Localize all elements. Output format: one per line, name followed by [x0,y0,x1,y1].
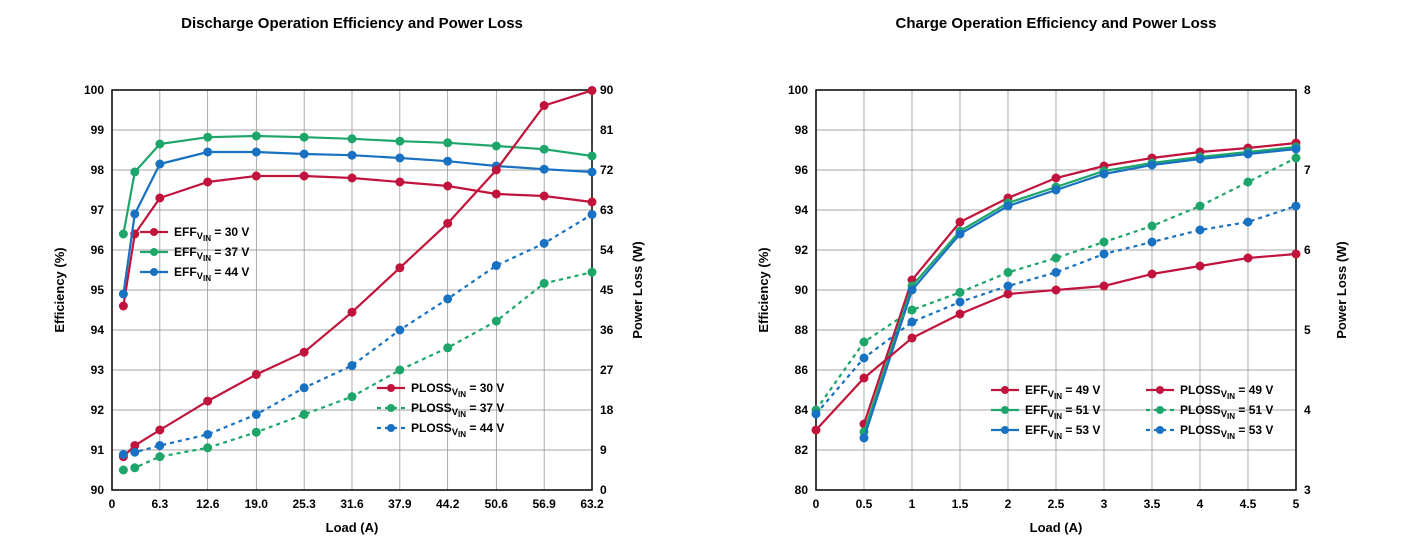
svg-text:45: 45 [600,283,614,297]
svg-text:3: 3 [1101,497,1108,511]
svg-text:3.5: 3.5 [1144,497,1161,511]
svg-text:92: 92 [91,403,105,417]
discharge-chart-svg: 0 6.3 12.6 19.0 25.3 31.6 37.9 44.2 50.6 56.9 63.2… [32,40,672,540]
svg-text:50.6: 50.6 [485,497,509,511]
svg-text:12.6: 12.6 [196,497,220,511]
svg-text:PLOSSVIN = 53 V: PLOSSVIN = 53 V [1180,423,1273,441]
svg-text:95: 95 [91,283,105,297]
svg-text:81: 81 [600,123,614,137]
svg-text:Power Loss (W): Power Loss (W) [1334,241,1349,339]
svg-text:84: 84 [795,403,809,417]
svg-text:2: 2 [1005,497,1012,511]
svg-text:100: 100 [84,83,104,97]
svg-text:EFFVIN = 37 V: EFFVIN = 37 V [174,245,249,263]
svg-text:9: 9 [600,443,607,457]
svg-text:80: 80 [795,483,809,497]
svg-text:PLOSSVIN = 44 V: PLOSSVIN = 44 V [411,421,504,439]
svg-text:63.2: 63.2 [580,497,604,511]
svg-text:PLOSSVIN = 30 V: PLOSSVIN = 30 V [411,381,504,399]
svg-text:82: 82 [795,443,809,457]
svg-text:96: 96 [91,243,105,257]
svg-text:EFFVIN = 49 V: EFFVIN = 49 V [1025,383,1100,401]
svg-text:EFFVIN = 30 V: EFFVIN = 30 V [174,225,249,243]
svg-text:90: 90 [600,83,614,97]
svg-text:5: 5 [1293,497,1300,511]
svg-text:1: 1 [909,497,916,511]
svg-text:98: 98 [91,163,105,177]
svg-text:2.5: 2.5 [1048,497,1065,511]
svg-text:99: 99 [91,123,105,137]
svg-text:4: 4 [1197,497,1204,511]
svg-text:8: 8 [1304,83,1311,97]
svg-text:Efficiency (%): Efficiency (%) [756,247,771,332]
svg-text:1.5: 1.5 [952,497,969,511]
chart-title: Discharge Operation Efficiency and Power… [32,15,672,32]
svg-text:90: 90 [795,283,809,297]
svg-text:93: 93 [91,363,105,377]
svg-text:4.5: 4.5 [1240,497,1257,511]
svg-text:94: 94 [795,203,809,217]
charge-chart: Charge Operation Efficiency and Power Lo… [736,15,1376,540]
svg-text:96: 96 [795,163,809,177]
chart-title: Charge Operation Efficiency and Power Lo… [736,15,1376,32]
svg-text:0: 0 [600,483,607,497]
svg-text:19.0: 19.0 [245,497,269,511]
svg-text:EFFVIN = 53 V: EFFVIN = 53 V [1025,423,1100,441]
svg-text:100: 100 [788,83,808,97]
svg-text:36: 36 [600,323,614,337]
svg-text:90: 90 [91,483,105,497]
svg-text:37.9: 37.9 [388,497,412,511]
svg-text:0: 0 [109,497,116,511]
svg-text:Efficiency (%): Efficiency (%) [52,247,67,332]
svg-text:Load (A): Load (A) [326,520,379,535]
svg-text:4: 4 [1304,403,1311,417]
svg-text:94: 94 [91,323,105,337]
svg-text:Load (A): Load (A) [1030,520,1083,535]
svg-text:Power Loss (W): Power Loss (W) [630,241,645,339]
svg-text:6: 6 [1304,243,1311,257]
svg-text:97: 97 [91,203,105,217]
svg-text:7: 7 [1304,163,1311,177]
svg-text:PLOSSVIN = 49 V: PLOSSVIN = 49 V [1180,383,1273,401]
charge-chart-svg: 00.511.522.533.544.558082848688909294969… [736,40,1376,540]
svg-text:0: 0 [813,497,820,511]
svg-text:88: 88 [795,323,809,337]
svg-text:91: 91 [91,443,105,457]
svg-text:0.5: 0.5 [856,497,873,511]
svg-text:56.9: 56.9 [532,497,556,511]
svg-text:44.2: 44.2 [436,497,460,511]
svg-text:3: 3 [1304,483,1311,497]
svg-text:54: 54 [600,243,614,257]
svg-text:18: 18 [600,403,614,417]
svg-text:27: 27 [600,363,614,377]
discharge-chart: Discharge Operation Efficiency and Power… [32,15,672,540]
svg-text:EFFVIN = 51 V: EFFVIN = 51 V [1025,403,1100,421]
svg-text:98: 98 [795,123,809,137]
svg-text:PLOSSVIN = 37 V: PLOSSVIN = 37 V [411,401,504,419]
svg-text:92: 92 [795,243,809,257]
svg-text:PLOSSVIN = 51 V: PLOSSVIN = 51 V [1180,403,1273,421]
svg-text:6.3: 6.3 [152,497,169,511]
svg-text:86: 86 [795,363,809,377]
svg-text:72: 72 [600,163,614,177]
svg-text:EFFVIN = 44 V: EFFVIN = 44 V [174,265,249,283]
svg-text:25.3: 25.3 [292,497,316,511]
svg-text:31.6: 31.6 [340,497,364,511]
svg-text:63: 63 [600,203,614,217]
svg-text:5: 5 [1304,323,1311,337]
